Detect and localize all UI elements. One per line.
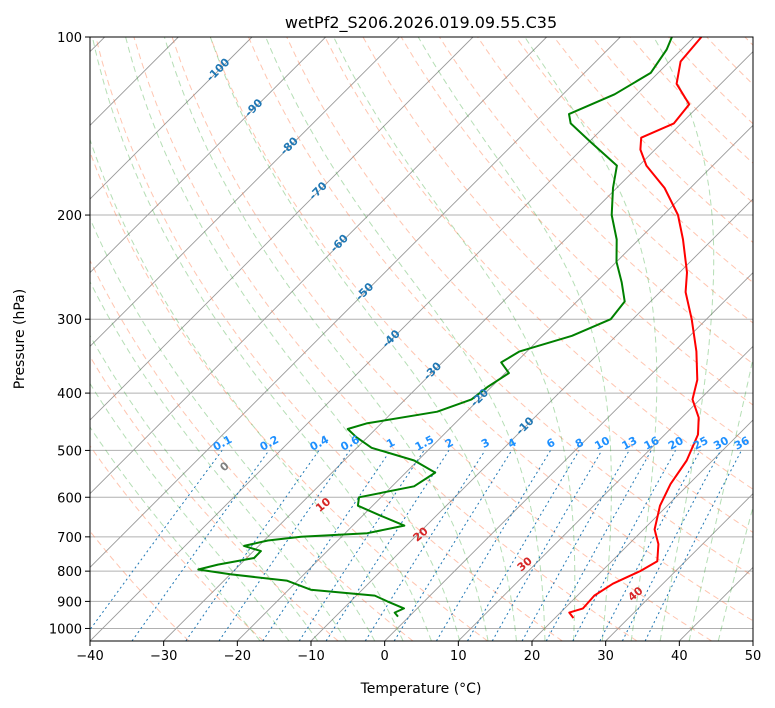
mixing-ratio-line xyxy=(491,450,603,641)
x-tick-label: −10 xyxy=(297,649,324,664)
mixing-ratio-line xyxy=(131,450,270,641)
x-tick-label: 10 xyxy=(450,649,467,664)
mixing-ratio-label: 25 xyxy=(691,434,711,453)
x-tick-label: 0 xyxy=(381,649,389,664)
isotherm-line xyxy=(384,272,753,641)
moist-adiabat-line xyxy=(90,426,261,641)
dry-adiabat-line xyxy=(515,37,753,284)
dry-adiabat-line xyxy=(95,37,563,641)
isotherm-lines xyxy=(90,37,753,641)
y-tick-label: 1000 xyxy=(49,622,82,637)
mixing-ratio-label: 30 xyxy=(711,434,731,453)
x-tick-label: −30 xyxy=(150,649,177,664)
isotherm-line xyxy=(605,493,753,641)
temperature-profile xyxy=(568,37,703,619)
mixing-ratio-line xyxy=(364,450,486,641)
dry-adiabat-line xyxy=(133,37,638,641)
moist-adiabat-line xyxy=(125,37,461,641)
moist-adiabat-line xyxy=(90,138,404,641)
isotherm-line xyxy=(90,37,547,495)
y-tick-label: 100 xyxy=(57,31,82,46)
mixing-ratio-line xyxy=(90,450,223,631)
moist-adiabat-line xyxy=(90,382,290,641)
moist-adiabat-line xyxy=(688,355,753,641)
chart-title: wetPf2_S206.2026.019.09.55.C35 xyxy=(285,13,557,33)
x-tick-label: 40 xyxy=(671,649,688,664)
dewpoint-profile xyxy=(197,37,673,618)
x-tick-label: −20 xyxy=(224,649,251,664)
mixing-ratio-line xyxy=(298,450,425,641)
x-tick-label: 20 xyxy=(524,649,541,664)
dry-adiabat-line xyxy=(324,37,753,490)
y-tick-label: 300 xyxy=(57,313,82,328)
mixing-ratio-line xyxy=(435,450,552,641)
y-tick-label: 800 xyxy=(57,565,82,580)
isotherm-line xyxy=(90,37,400,347)
x-axis-label: Temperature (°C) xyxy=(360,681,482,697)
mixing-ratio-label: 36 xyxy=(732,434,752,453)
isotherm-line xyxy=(90,37,621,568)
mixing-ratio-line xyxy=(467,450,580,641)
dry-adiabat-line xyxy=(171,37,712,641)
moist-adiabat-line xyxy=(90,280,347,641)
y-tick-label: 700 xyxy=(57,531,82,546)
mixing-ratio-line xyxy=(599,450,701,641)
mixing-ratio-line xyxy=(621,450,722,641)
moist-adiabat-line xyxy=(653,37,715,641)
x-axis-ticks: −40 −30 −20 −10 0 10 20 30 40 50 xyxy=(76,641,761,664)
plot-frame xyxy=(89,36,754,642)
mixing-ratio-lines xyxy=(90,450,742,641)
y-tick-label: 600 xyxy=(57,491,82,506)
plot-area: 0.1 0.2 0.4 0.6 1 1.5 2 3 4 6 8 10 13 16 20 25 30 36-100-… xyxy=(90,37,753,641)
mixing-ratio-line xyxy=(545,450,652,641)
y-tick-label: 500 xyxy=(57,444,82,459)
mixing-ratio-label: 13 xyxy=(620,434,640,453)
dry-adiabat-line xyxy=(209,37,753,622)
mixing-ratio-label: 16 xyxy=(642,434,662,453)
isotherm-line xyxy=(90,37,474,421)
moist-adiabat-line xyxy=(91,37,432,641)
dry-adiabat-line xyxy=(90,444,264,641)
mixing-ratio-label: 20 xyxy=(666,434,686,453)
moist-adiabat-line xyxy=(265,37,546,641)
y-axis-ticks: 100 200 300 400 500 600 700 800 900 1000 xyxy=(49,31,90,637)
y-tick-label: 200 xyxy=(57,209,82,224)
x-tick-label: −40 xyxy=(76,649,103,664)
pressure-grid xyxy=(90,37,753,629)
mixing-ratio-line xyxy=(325,450,450,641)
mixing-ratio-line xyxy=(572,450,676,641)
x-tick-label: 50 xyxy=(745,649,762,664)
isotherm-line xyxy=(458,345,753,641)
sounding-series xyxy=(197,37,703,619)
moist-adiabat-lines xyxy=(90,37,753,641)
y-axis-label: Pressure (hPa) xyxy=(12,289,28,389)
mixing-ratio-line xyxy=(521,450,630,641)
isotherm-line xyxy=(90,37,695,641)
y-tick-label: 400 xyxy=(57,387,82,402)
moist-adiabat-line xyxy=(333,37,576,641)
dry-adiabat-line xyxy=(248,37,753,577)
isotherm-line xyxy=(90,37,253,200)
isotherm-line xyxy=(90,37,326,274)
dry-adiabat-line xyxy=(90,259,414,641)
isotherm-line xyxy=(310,198,753,641)
isotherm-line xyxy=(531,419,753,641)
dry-adiabat-line xyxy=(286,37,753,534)
moist-adiabat-line xyxy=(90,334,319,641)
moist-adiabat-line xyxy=(417,37,612,641)
moist-adiabat-line xyxy=(524,37,658,641)
isotherm-line xyxy=(237,124,753,641)
mixing-ratio-label: 10 xyxy=(592,434,612,453)
mixing-ratio-line xyxy=(644,450,742,641)
mixing-ratio-line xyxy=(393,450,513,641)
moist-adiabat-line xyxy=(90,217,376,641)
moist-adiabat-line xyxy=(209,37,517,641)
y-tick-label: 900 xyxy=(57,595,82,610)
moist-adiabat-line xyxy=(163,37,489,641)
moist-adiabat-line xyxy=(717,505,753,641)
x-tick-label: 30 xyxy=(597,649,614,664)
